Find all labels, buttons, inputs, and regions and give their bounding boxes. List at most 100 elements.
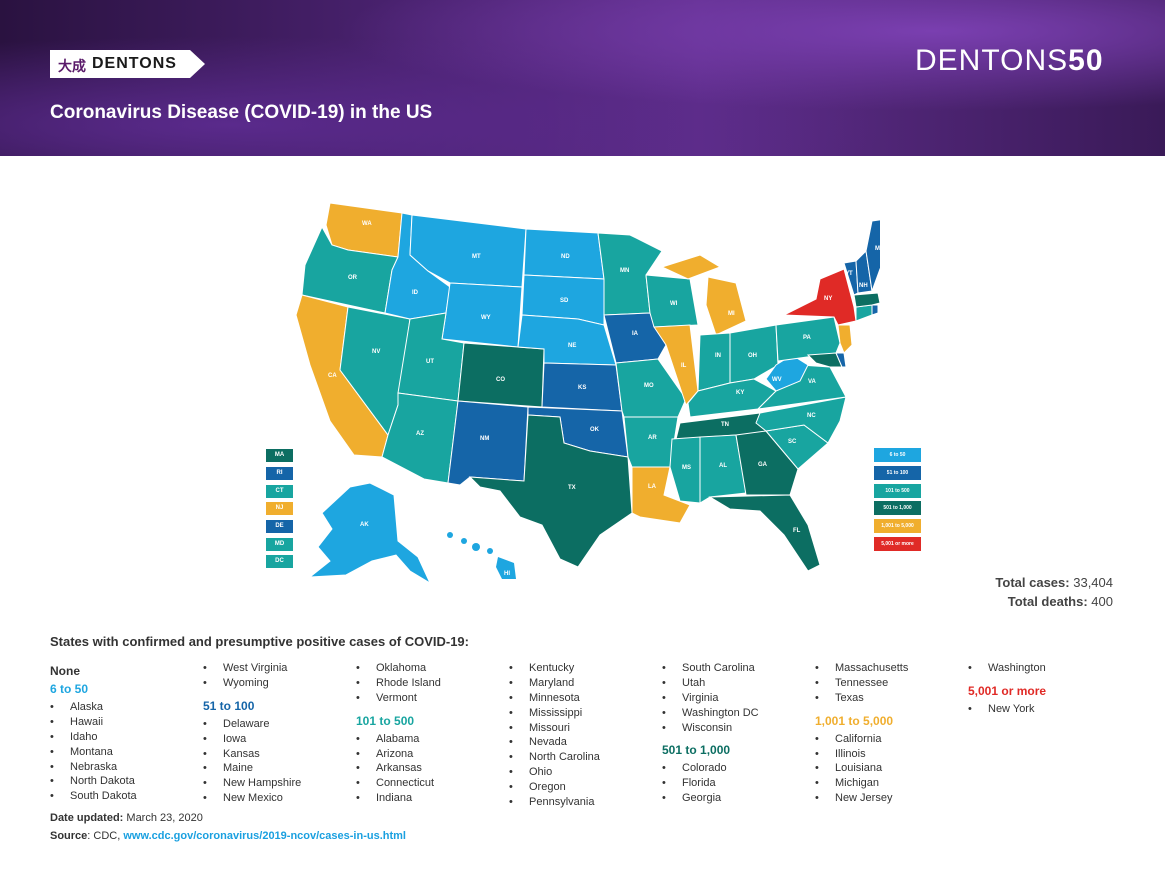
small-state-box[interactable]: RI — [266, 467, 293, 480]
small-state-label: MD — [274, 541, 285, 547]
state-list-item: Massachusetts — [815, 661, 908, 676]
label-ks: KS — [578, 385, 586, 391]
states-column: None 6 to 50 AlaskaHawaiiIdahoMontanaNebra… — [50, 661, 137, 804]
states-column: West VirginiaWyoming 51 to 100 DelawareIow… — [203, 661, 301, 806]
state-ma[interactable] — [853, 292, 880, 308]
state-ri[interactable] — [871, 304, 879, 316]
label-mn: MN — [620, 268, 629, 274]
state-ga[interactable] — [735, 430, 799, 496]
state-wy[interactable] — [441, 282, 523, 348]
legend-item: 501 to 1,000 — [874, 501, 921, 515]
label-mi: MI — [728, 311, 735, 317]
small-state-box[interactable]: DE — [266, 520, 293, 533]
state-tx[interactable] — [468, 414, 633, 568]
label-ut: UT — [426, 359, 434, 365]
label-va: VA — [808, 379, 817, 385]
range-heading: 6 to 50 — [50, 682, 89, 696]
small-state-box[interactable]: NJ — [266, 502, 293, 515]
state-hi[interactable] — [447, 532, 516, 579]
state-list-item: Colorado — [662, 761, 759, 776]
small-state-label: CT — [275, 488, 284, 494]
label-ne: NE — [568, 343, 576, 349]
logo-english-text: DENTONS — [92, 55, 177, 72]
label-nv: NV — [372, 349, 380, 355]
state-list-item: Delaware — [203, 717, 301, 732]
small-state-label: MA — [274, 452, 285, 458]
state-ar[interactable] — [623, 416, 679, 468]
small-state-box[interactable]: DC — [266, 555, 293, 568]
state-ky[interactable] — [687, 378, 777, 418]
state-ak[interactable] — [308, 482, 432, 585]
legend-label: 101 to 500 — [885, 488, 910, 494]
small-state-box[interactable]: MA — [266, 449, 293, 462]
label-ok: OK — [590, 427, 600, 433]
range-heading: 5,001 or more — [968, 683, 1047, 698]
label-me: ME — [875, 246, 880, 252]
legend-label: 5,001 or more — [881, 541, 914, 547]
state-list-item: New Hampshire — [203, 776, 301, 791]
state-mi[interactable] — [705, 276, 747, 336]
state-ms[interactable] — [669, 436, 701, 504]
state-list-item: Virginia — [662, 691, 759, 706]
state-ia[interactable] — [603, 312, 667, 364]
label-ar: AR — [648, 435, 657, 441]
state-nc[interactable] — [755, 396, 847, 444]
brand-number: 50 — [1068, 44, 1104, 77]
us-map: WA OR CA NV ID MT WY UT AZ CO NM ND SD N… — [295, 202, 880, 585]
state-oh[interactable] — [729, 324, 779, 384]
state-nm[interactable] — [447, 400, 529, 486]
states-column: OklahomaRhode IslandVermont 101 to 500 Ala… — [356, 661, 441, 806]
state-pa[interactable] — [775, 316, 841, 362]
state-al[interactable] — [699, 434, 747, 504]
label-ia: IA — [632, 331, 639, 337]
state-ct[interactable] — [855, 304, 873, 322]
state-va[interactable] — [756, 364, 847, 410]
state-list-item: South Carolina — [662, 661, 759, 676]
state-list-item: Missouri — [509, 721, 600, 736]
state-list-item: Kansas — [203, 747, 301, 762]
date-value: March 23, 2020 — [126, 812, 203, 824]
state-mi-up[interactable] — [660, 254, 722, 280]
state-fl[interactable] — [708, 494, 821, 572]
state-list-item: Oregon — [509, 780, 600, 795]
state-in[interactable] — [697, 332, 731, 392]
state-list-item: Indiana — [356, 791, 441, 806]
state-nj[interactable] — [837, 324, 853, 354]
legend-item: 101 to 500 — [874, 484, 921, 498]
state-list-item: Idaho — [50, 730, 137, 745]
state-list-item: Alabama — [356, 732, 441, 747]
total-deaths-value: 400 — [1091, 594, 1113, 609]
label-hi: HI — [504, 571, 510, 577]
state-de[interactable] — [835, 352, 847, 368]
date-label: Date updated: — [50, 812, 124, 824]
label-ky: KY — [736, 390, 744, 396]
state-me[interactable] — [865, 219, 880, 292]
states-list-title: States with confirmed and presumptive po… — [50, 634, 469, 649]
small-state-box[interactable]: CT — [266, 485, 293, 498]
dentons-logo[interactable]: 大成 DENTONS — [50, 50, 205, 78]
label-la: LA — [648, 484, 657, 490]
state-ny[interactable] — [783, 268, 857, 326]
label-ny: NY — [824, 296, 832, 302]
state-list-item: Ohio — [509, 765, 600, 780]
state-md[interactable] — [806, 352, 843, 368]
state-list-item: Wyoming — [203, 676, 301, 691]
header-banner: 大成 DENTONS DENTONS50 Coronavirus Disease… — [0, 0, 1165, 156]
states-column: South CarolinaUtahVirginiaWashington DCW… — [662, 661, 759, 806]
state-list-item: Texas — [815, 691, 908, 706]
label-id: ID — [412, 290, 419, 296]
label-wi: WI — [670, 301, 678, 307]
label-ms: MS — [682, 465, 691, 471]
label-or: OR — [348, 275, 358, 281]
small-state-label: NJ — [275, 505, 284, 511]
state-la[interactable] — [631, 466, 691, 524]
state-co[interactable] — [457, 342, 545, 408]
label-oh: OH — [748, 353, 757, 359]
legend-item: 5,001 or more — [874, 537, 921, 551]
small-state-box[interactable]: MD — [266, 538, 293, 551]
date-updated: Date updated: March 23, 2020 — [50, 812, 203, 824]
state-list-item: California — [815, 732, 908, 747]
source-link[interactable]: www.cdc.gov/coronavirus/2019-ncov/cases-… — [123, 830, 406, 842]
state-list-item: New Mexico — [203, 791, 301, 806]
state-list-item: Wisconsin — [662, 721, 759, 736]
